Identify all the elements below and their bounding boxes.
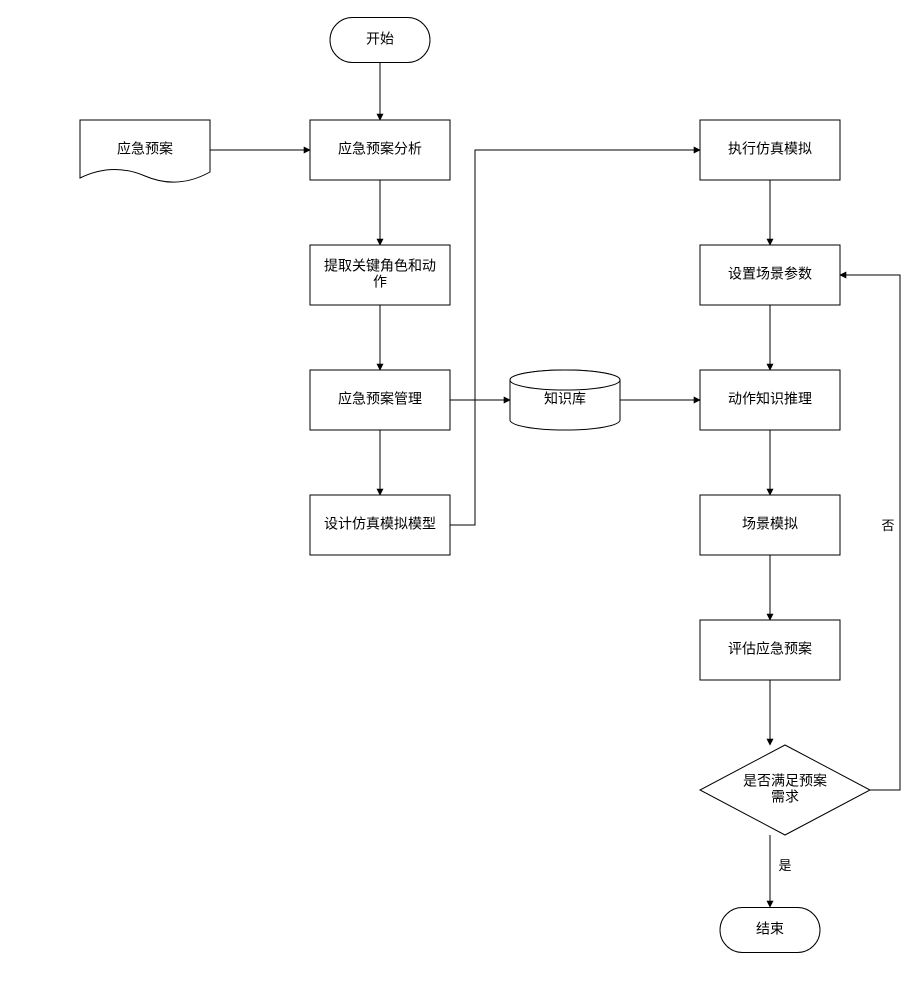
node-n2: 提取关键角色和动作 <box>310 245 450 305</box>
node-label-n4: 设计仿真模拟模型 <box>324 516 436 532</box>
node-label-end: 结束 <box>756 921 784 937</box>
edge-label-dec-r2: 否 <box>881 518 894 533</box>
node-doc: 应急预案 <box>80 120 210 182</box>
node-start: 开始 <box>330 18 430 63</box>
node-n1: 应急预案分析 <box>310 120 450 180</box>
node-label-r3: 动作知识推理 <box>728 391 812 407</box>
flowchart-canvas: 是否开始应急预案应急预案分析提取关键角色和动作应急预案管理设计仿真模拟模型知识库… <box>0 0 921 1000</box>
node-label-r4: 场景模拟 <box>742 516 798 532</box>
node-label-n3: 应急预案管理 <box>338 391 422 407</box>
edge-label-dec-end: 是 <box>778 858 791 873</box>
node-label-n2: 提取关键角色和动 <box>324 258 436 274</box>
node-dec: 是否满足预案需求 <box>700 745 870 835</box>
node-n4: 设计仿真模拟模型 <box>310 495 450 555</box>
node-label-dec: 需求 <box>771 789 799 805</box>
node-r4: 场景模拟 <box>700 495 840 555</box>
node-label-start: 开始 <box>366 31 394 47</box>
node-label-n1: 应急预案分析 <box>338 141 422 157</box>
edge-n4-r1 <box>450 150 700 525</box>
node-r3: 动作知识推理 <box>700 370 840 430</box>
node-label-r5: 评估应急预案 <box>728 641 812 657</box>
node-label-r2: 设置场景参数 <box>728 266 812 282</box>
node-label-n2: 作 <box>373 274 387 290</box>
node-db: 知识库 <box>510 370 620 430</box>
node-n3: 应急预案管理 <box>310 370 450 430</box>
node-r2: 设置场景参数 <box>700 245 840 305</box>
node-r1: 执行仿真模拟 <box>700 120 840 180</box>
node-end: 结束 <box>720 908 820 953</box>
node-label-dec: 是否满足预案 <box>743 773 827 789</box>
node-label-doc: 应急预案 <box>117 141 173 157</box>
node-r5: 评估应急预案 <box>700 620 840 680</box>
node-label-r1: 执行仿真模拟 <box>728 141 812 157</box>
node-label-db: 知识库 <box>544 391 586 407</box>
